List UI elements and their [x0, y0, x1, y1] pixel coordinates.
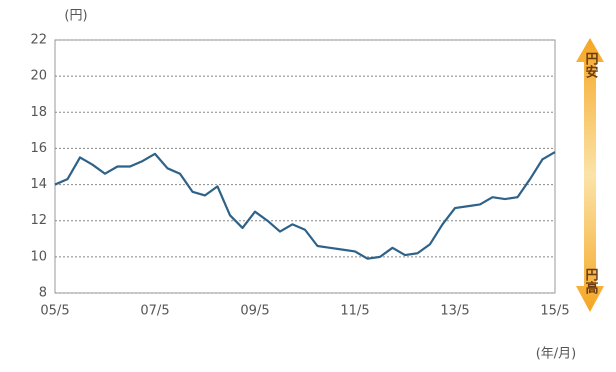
- y-tick-label: 22: [30, 33, 47, 48]
- data-line: [54, 151, 556, 260]
- y-unit: (円): [64, 9, 87, 24]
- y-tick-label: 12: [30, 213, 47, 228]
- y-tick-label: 18: [30, 105, 47, 120]
- x-tick-label: 11/5: [340, 304, 369, 319]
- x-tick-label: 09/5: [240, 304, 269, 319]
- x-tick-label: 15/5: [540, 304, 569, 319]
- annotation-bottom: 円高: [583, 268, 599, 295]
- y-tick-label: 14: [30, 177, 47, 192]
- x-tick-label: 13/5: [440, 304, 469, 319]
- y-tick-label: 10: [30, 249, 47, 264]
- y-tick-label: 20: [30, 69, 47, 84]
- x-unit: (年/月): [536, 347, 577, 362]
- y-tick-label: 16: [30, 141, 47, 156]
- y-tick-label: 8: [39, 286, 47, 301]
- x-tick-label: 05/5: [40, 304, 69, 319]
- x-tick-label: 07/5: [140, 304, 169, 319]
- direction-arrow: [576, 38, 604, 312]
- annotation-top: 円安: [583, 52, 599, 79]
